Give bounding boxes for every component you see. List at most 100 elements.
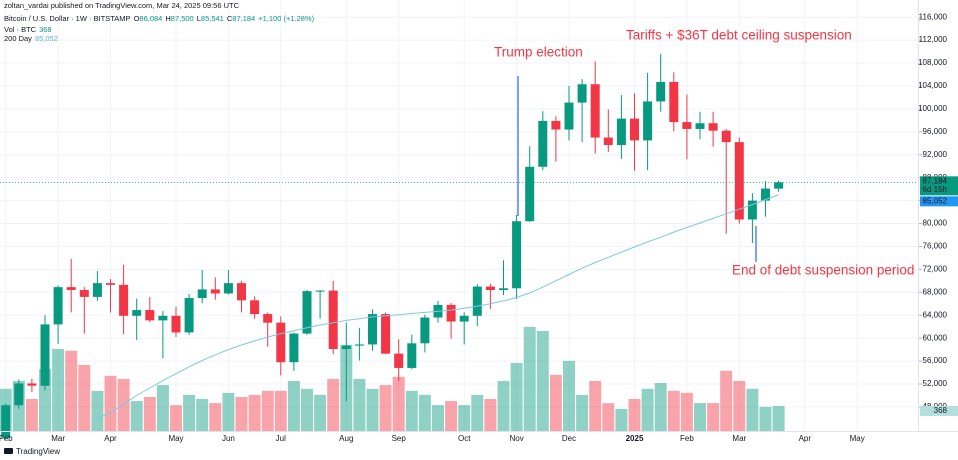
candle-body xyxy=(158,315,168,321)
candle-body xyxy=(407,343,417,368)
candle-body xyxy=(708,123,718,131)
y-tick-label: 108,000 xyxy=(918,58,947,67)
volume-value: 368 xyxy=(39,25,52,34)
candle-body xyxy=(420,317,430,344)
x-tick-label: Nov xyxy=(509,434,523,443)
x-tick-label: Aug xyxy=(339,434,353,443)
symbol-legend: Bitcoin / U.S. Dollar · 1W · BITSTAMP O86… xyxy=(4,14,315,23)
candle-body xyxy=(774,182,784,189)
y-tick-label: 92,000 xyxy=(923,150,948,159)
volume-bar xyxy=(104,375,117,431)
ohlc-key: C xyxy=(227,14,233,23)
candle-body xyxy=(197,289,207,299)
ma-label: 200 Day xyxy=(4,34,32,43)
y-tick-label: 96,000 xyxy=(923,127,948,136)
candle-body xyxy=(66,287,76,291)
ohlc-key: L xyxy=(197,14,201,23)
grid xyxy=(0,0,918,431)
brand: TradingView xyxy=(4,447,60,456)
last-price-label: 87,184 xyxy=(923,176,948,185)
volume-bar xyxy=(314,394,327,431)
x-tick-label: 2025 xyxy=(626,434,644,443)
y-tick-label: 60,000 xyxy=(923,333,948,342)
volume-bar xyxy=(680,392,693,431)
x-tick-label: Mar xyxy=(732,434,746,443)
y-tick-label: 76,000 xyxy=(923,242,948,251)
candle-body xyxy=(132,310,142,316)
volume-bar xyxy=(405,390,418,431)
volume-tag xyxy=(920,405,958,416)
volume-bar xyxy=(563,360,575,431)
candle-body xyxy=(656,81,666,102)
candle-body xyxy=(328,290,338,350)
volume-bar xyxy=(25,398,38,431)
candle-body xyxy=(630,118,639,141)
candle-body xyxy=(525,166,535,222)
volume-bar xyxy=(458,405,471,431)
x-tick-label: Dec xyxy=(562,434,576,443)
y-tick-label: 100,000 xyxy=(918,104,947,113)
last-price-tag xyxy=(920,176,958,196)
candle-body xyxy=(590,84,600,138)
volume-legend: Vol · BTC 368 xyxy=(4,25,52,34)
candle-body xyxy=(446,304,456,322)
volume-pane xyxy=(0,326,785,431)
change: +1,100 (+1.28%) xyxy=(258,14,314,23)
volume-tag-label: 368 xyxy=(934,406,948,415)
candle-body xyxy=(761,188,770,201)
candle-body xyxy=(27,383,37,386)
publisher: zoltan_vardai published on TradingView.c… xyxy=(4,1,240,10)
candle-body xyxy=(276,322,286,363)
volume-bar xyxy=(641,388,654,431)
candle-body xyxy=(512,221,522,289)
volume-bar xyxy=(694,403,706,431)
candle-body xyxy=(1,405,11,438)
volume-bar xyxy=(484,398,497,431)
volume-bar xyxy=(445,401,458,431)
ohlc-value: 87,184 xyxy=(232,14,255,23)
volume-bar xyxy=(707,403,720,431)
candle-body xyxy=(210,289,220,294)
volume-bar xyxy=(170,405,182,431)
volume-bar xyxy=(248,394,261,431)
x-tick-label: Sep xyxy=(392,434,407,443)
volume-bar xyxy=(549,374,562,431)
y-tick-label: 64,000 xyxy=(923,310,948,319)
candle-body xyxy=(263,314,273,323)
volume-label: Vol · BTC xyxy=(4,25,37,34)
candle-body xyxy=(551,120,561,130)
candle-body xyxy=(171,315,181,333)
candle-body xyxy=(79,290,89,297)
x-tick-label: Oct xyxy=(458,434,471,443)
brand-name: TradingView xyxy=(16,447,60,456)
annotation: End of debt suspension period xyxy=(732,263,914,278)
volume-bar xyxy=(235,396,248,431)
y-tick-label: 52,000 xyxy=(923,379,948,388)
candle-body xyxy=(302,291,312,334)
symbol: Bitcoin / U.S. Dollar · 1W · BITSTAMP xyxy=(4,14,131,23)
volume-bar xyxy=(117,378,130,431)
volume-bar xyxy=(209,403,222,431)
price-pane xyxy=(0,53,918,440)
y-tick-label: 80,000 xyxy=(923,219,948,228)
volume-bar xyxy=(261,390,274,431)
candle-body xyxy=(734,142,744,220)
y-tick-label: 56,000 xyxy=(923,356,948,365)
volume-bar xyxy=(183,394,196,431)
candle-body xyxy=(721,130,731,143)
volume-bar xyxy=(497,380,510,431)
candle-body xyxy=(472,286,482,316)
candle-body xyxy=(499,288,508,291)
volume-bar xyxy=(78,364,91,431)
candle-body xyxy=(538,120,548,167)
volume-bar xyxy=(130,401,143,431)
y-tick-label: 112,000 xyxy=(919,35,948,44)
volume-bar xyxy=(52,348,65,431)
ohlc-value: 87,500 xyxy=(171,14,194,23)
volume-bar xyxy=(628,398,641,431)
candle-body xyxy=(603,137,613,146)
volume-bar xyxy=(746,388,759,431)
volume-bar xyxy=(523,326,536,431)
